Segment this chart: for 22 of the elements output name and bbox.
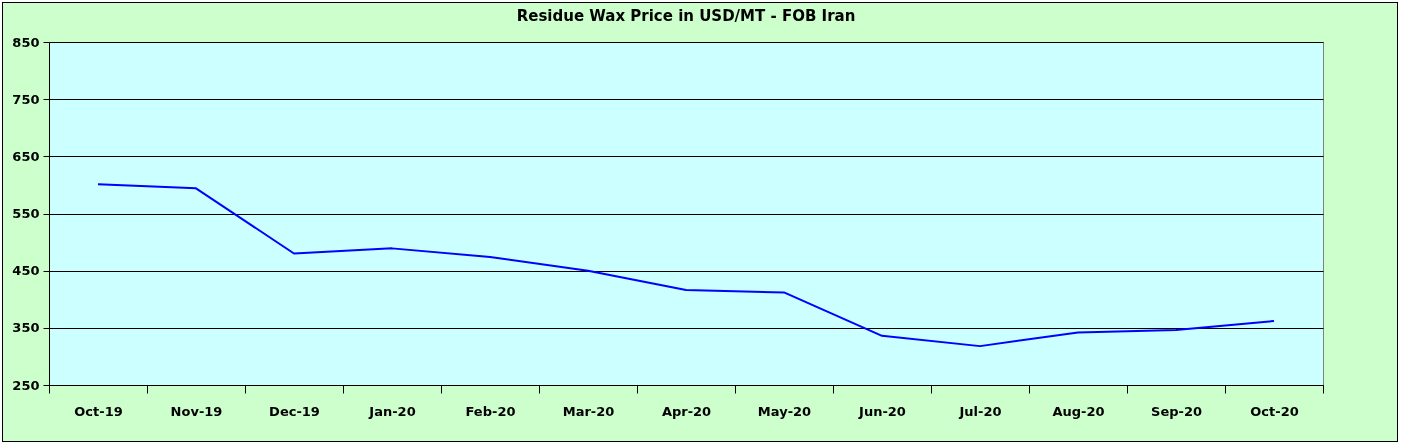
y-tick-label: 450 bbox=[12, 263, 40, 279]
y-tick-label: 550 bbox=[12, 206, 40, 221]
x-tick-label: Dec-19 bbox=[269, 403, 320, 419]
x-tick-label: Jun-20 bbox=[858, 403, 906, 419]
x-tick-label: Nov-19 bbox=[170, 403, 223, 419]
x-tick-label: Sep-20 bbox=[1151, 403, 1202, 419]
chart-title: Residue Wax Price in USD/MT - FOB Iran bbox=[516, 7, 856, 25]
x-tick-label: May-20 bbox=[757, 403, 812, 419]
x-tick-label: Jul-20 bbox=[958, 403, 1002, 419]
x-tick-label: Mar-20 bbox=[562, 403, 615, 419]
y-tick-label: 350 bbox=[12, 320, 40, 336]
x-tick-label: Feb-20 bbox=[465, 403, 516, 419]
line-series bbox=[97, 183, 1275, 348]
x-tick-label: Aug-20 bbox=[1052, 403, 1105, 419]
x-tick-label: Apr-20 bbox=[661, 403, 712, 419]
y-tick-label: 250 bbox=[12, 377, 40, 393]
y-tick-label: 750 bbox=[12, 91, 40, 107]
x-tick-label: Oct-20 bbox=[1250, 403, 1299, 419]
x-tick-label: Oct-19 bbox=[74, 403, 123, 419]
y-tick-label: 650 bbox=[12, 148, 40, 164]
y-tick-label: 850 bbox=[12, 34, 40, 50]
x-tick-label: Jan-20 bbox=[368, 403, 416, 419]
